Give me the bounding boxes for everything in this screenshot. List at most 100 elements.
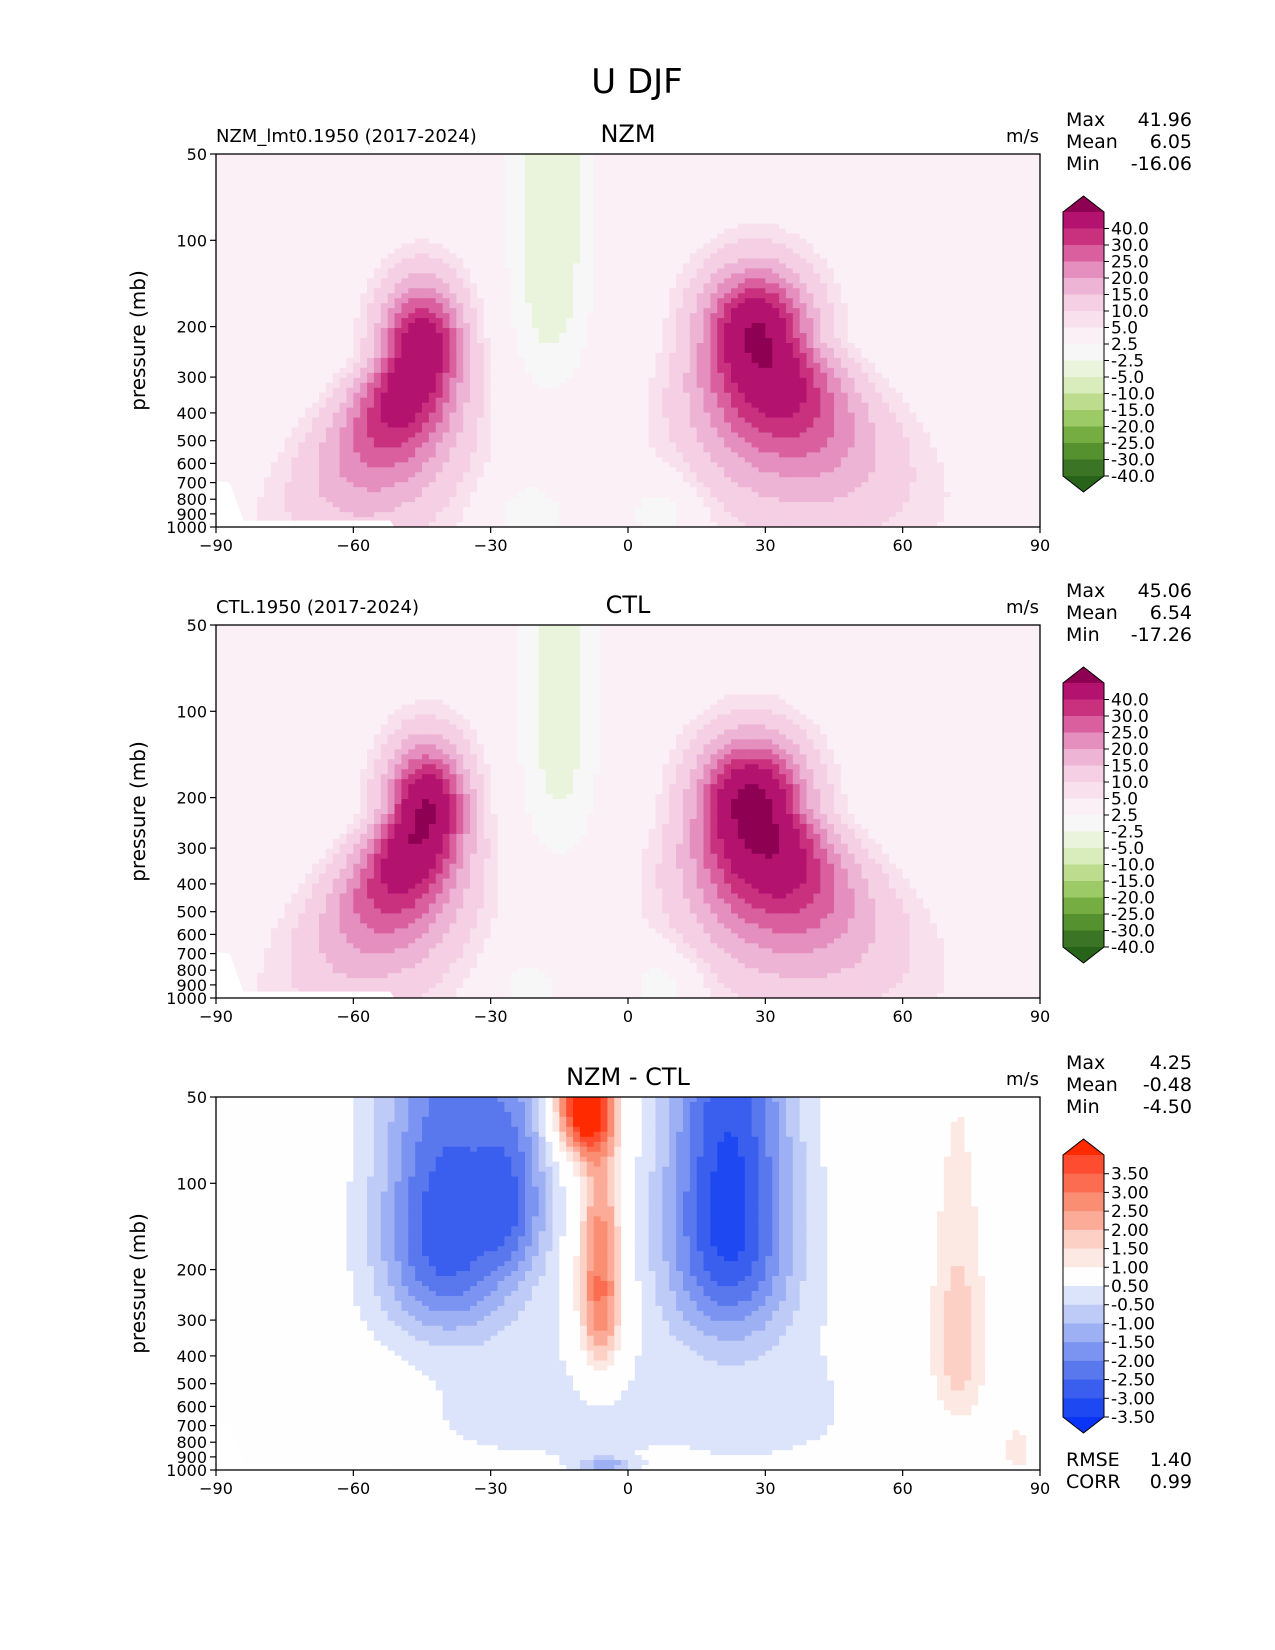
- contour-cell: [888, 263, 897, 269]
- contour-cell: [950, 198, 959, 205]
- contour-cell: [827, 233, 835, 240]
- contour-cell: [483, 163, 492, 170]
- contour-cell: [428, 313, 437, 319]
- contour-cell: [257, 213, 265, 220]
- contour-cell: [1005, 173, 1014, 180]
- contour-cell: [456, 338, 464, 344]
- contour-cell: [957, 233, 966, 240]
- contour-cell: [284, 188, 293, 195]
- contour-cell: [360, 323, 368, 329]
- contour-cell: [628, 208, 636, 215]
- contour-cell: [607, 178, 615, 185]
- contour-cell: [1005, 313, 1014, 319]
- contour-cell: [827, 288, 835, 294]
- contour-cell: [799, 228, 808, 235]
- contour-cell: [628, 248, 636, 255]
- contour-cell: [428, 168, 437, 175]
- contour-cell: [339, 328, 348, 334]
- contour-cell: [442, 288, 451, 294]
- contour-cell: [600, 228, 608, 235]
- contour-cell: [573, 298, 581, 304]
- contour-cell: [449, 293, 457, 299]
- contour-cell: [1012, 208, 1020, 215]
- contour-cell: [937, 253, 945, 260]
- contour-cell: [724, 223, 732, 230]
- contour-cell: [785, 323, 794, 329]
- contour-cell: [422, 342, 430, 349]
- contour-cell: [216, 342, 224, 349]
- contour-cell: [222, 352, 231, 359]
- contour-cell: [655, 268, 663, 274]
- contour-cell: [573, 318, 581, 324]
- contour-cell: [353, 154, 361, 160]
- contour-cell: [373, 163, 382, 170]
- contour-cell: [827, 238, 835, 245]
- contour-cell: [353, 258, 361, 265]
- contour-cell: [682, 208, 691, 215]
- contour-cell: [772, 173, 780, 180]
- contour-cell: [772, 168, 780, 175]
- contour-cell: [827, 333, 835, 339]
- contour-cell: [834, 158, 842, 165]
- contour-cell: [463, 218, 471, 225]
- contour-cell: [319, 158, 327, 165]
- contour-cell: [325, 338, 334, 344]
- contour-cell: [957, 163, 966, 170]
- contour-cell: [614, 223, 622, 230]
- contour-cell: [1012, 347, 1020, 354]
- contour-cell: [394, 173, 402, 180]
- contour-cell: [216, 333, 224, 339]
- contour-cell: [648, 223, 657, 230]
- contour-cell: [470, 183, 478, 190]
- contour-cell: [641, 203, 650, 210]
- contour-cell: [586, 333, 595, 339]
- contour-cell: [758, 218, 766, 225]
- contour-cell: [634, 273, 643, 279]
- contour-cell: [765, 323, 773, 329]
- contour-cell: [662, 238, 670, 245]
- contour-cell: [696, 168, 705, 175]
- contour-cell: [943, 303, 952, 309]
- contour-cell: [634, 278, 643, 284]
- contour-cell: [573, 338, 581, 344]
- contour-cell: [978, 313, 986, 319]
- contour-cell: [607, 168, 615, 175]
- contour-cell: [559, 273, 567, 279]
- contour-cell: [325, 183, 334, 190]
- contour-cell: [916, 288, 924, 294]
- contour-cell: [243, 338, 251, 344]
- contour-cell: [971, 213, 979, 220]
- contour-cell: [463, 258, 471, 265]
- contour-cell: [490, 203, 499, 210]
- contour-cell: [538, 233, 547, 240]
- contour-cell: [868, 347, 876, 354]
- contour-cell: [937, 283, 945, 289]
- contour-cell: [676, 203, 684, 210]
- contour-cell: [401, 278, 409, 284]
- contour-cell: [435, 323, 444, 329]
- contour-cell: [971, 347, 979, 354]
- contour-cell: [243, 263, 251, 269]
- contour-cell: [806, 352, 814, 359]
- contour-cell: [923, 213, 931, 220]
- contour-cell: [394, 268, 402, 274]
- contour-cell: [264, 293, 272, 299]
- contour-cell: [346, 308, 354, 314]
- contour-cell: [449, 154, 457, 160]
- contour-cell: [717, 338, 725, 344]
- contour-cell: [813, 308, 821, 314]
- contour-cell: [250, 278, 258, 284]
- contour-cell: [579, 173, 588, 180]
- contour-cell: [367, 323, 375, 329]
- contour-cell: [662, 168, 670, 175]
- contour-cell: [840, 193, 849, 200]
- contour-cell: [332, 158, 341, 165]
- contour-cell: [614, 158, 622, 165]
- contour-cell: [312, 253, 320, 260]
- contour-cell: [305, 228, 313, 235]
- contour-cell: [923, 352, 931, 359]
- contour-cell: [875, 293, 883, 299]
- contour-cell: [614, 208, 622, 215]
- contour-cell: [799, 318, 808, 324]
- contour-cell: [216, 218, 224, 225]
